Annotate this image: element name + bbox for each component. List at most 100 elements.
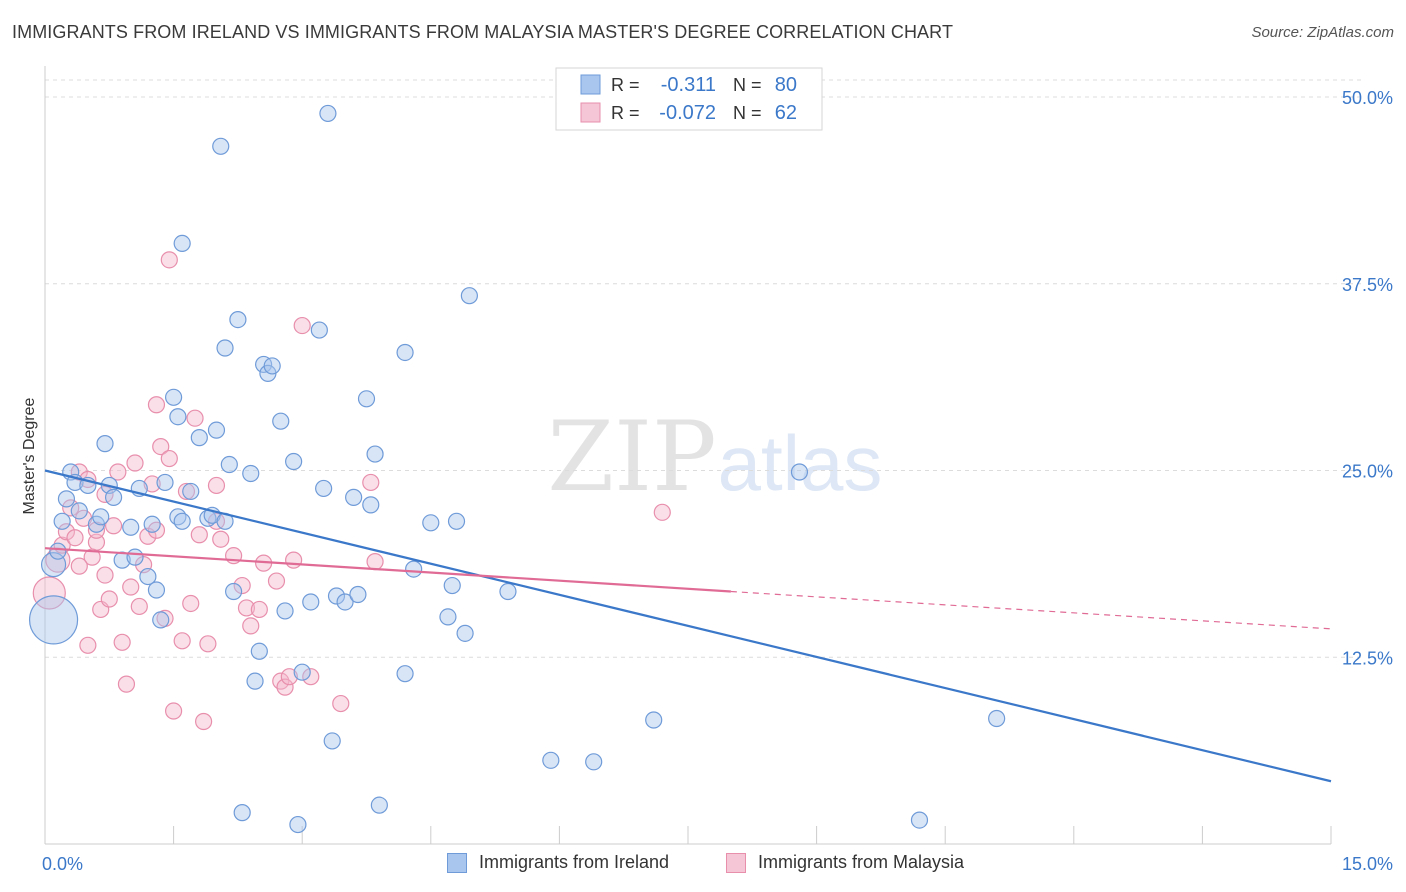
malaysia-point-57: [653, 503, 671, 521]
legend-swatch-ireland-bottom: [447, 852, 467, 873]
ireland-point-20: [147, 581, 166, 599]
trend-line-ireland: [44, 469, 1332, 783]
ireland-point-22: [156, 473, 174, 492]
ireland-point-73: [499, 582, 517, 601]
ireland-point-15: [122, 518, 140, 536]
legend-n-label-1: N =: [733, 75, 762, 95]
y-tick-label-1: 25.0%: [1342, 462, 1393, 482]
series-ireland-points: [28, 104, 1006, 834]
chart-title: IMMIGRANTS FROM IRELAND VS IMMIGRANTS FR…: [12, 22, 954, 42]
malaysia-point-17: [109, 463, 127, 481]
series-malaysia-points: [32, 251, 671, 731]
ireland-point-41: [246, 672, 264, 690]
ireland-point-16: [126, 548, 144, 566]
y-axis-label: Master's Degree: [21, 397, 38, 514]
ireland-point-65: [396, 343, 414, 362]
ireland-point-37: [225, 582, 243, 601]
legend-n-value-1: 80: [775, 74, 797, 96]
ireland-point-39: [233, 804, 251, 822]
ireland-point-74: [542, 751, 560, 769]
malaysia-point-22: [130, 597, 148, 616]
malaysia-point-51: [285, 551, 303, 569]
malaysia-point-61: [70, 557, 88, 575]
ireland-point-56: [327, 587, 346, 605]
ireland-point-75: [585, 753, 603, 771]
ireland-point-46: [272, 412, 290, 430]
legend-label-ireland: Immigrants from Ireland: [479, 852, 670, 872]
legend-swatch-ireland: [580, 74, 601, 95]
malaysia-point-54: [332, 694, 350, 713]
ireland-point-35: [216, 339, 234, 357]
ireland-point-10: [92, 508, 110, 526]
malaysia-point-42: [233, 576, 251, 595]
ireland-point-42: [250, 642, 268, 660]
malaysia-point-21: [126, 454, 144, 472]
y-tick-label-0: 12.5%: [1342, 648, 1393, 668]
malaysia-point-30: [160, 251, 178, 269]
ireland-point-27: [173, 512, 191, 530]
ireland-point-3: [53, 512, 71, 530]
malaysia-point-33: [177, 482, 196, 501]
ireland-point-24: [169, 408, 187, 426]
ireland-point-0: [28, 595, 79, 645]
ireland-point-71: [456, 624, 474, 642]
y-tick-labels: 12.5% 25.0% 37.5% 50.0%: [1342, 88, 1393, 668]
y-tick-label-2: 37.5%: [1342, 275, 1393, 295]
ireland-point-69: [443, 576, 461, 595]
malaysia-point-56: [366, 553, 384, 571]
trend-lines: [44, 469, 1332, 783]
malaysia-point-40: [212, 530, 230, 548]
watermark-atlas: atlas: [718, 419, 883, 507]
legend-n-value-2: 62: [775, 102, 797, 124]
ireland-point-63: [370, 796, 388, 814]
legend-r-value-2: -0.072: [659, 102, 716, 124]
axes: [44, 66, 1332, 845]
malaysia-point-29: [160, 449, 178, 468]
y-tick-label-3: 50.0%: [1342, 88, 1393, 108]
bottom-legend: Immigrants from Ireland Immigrants from …: [0, 852, 1406, 880]
legend-label-malaysia: Immigrants from Malaysia: [758, 852, 965, 872]
ireland-point-34: [212, 137, 230, 155]
gridlines: [45, 79, 1361, 658]
ireland-point-51: [302, 593, 320, 611]
source-label: Source: ZipAtlas.com: [1251, 24, 1394, 41]
ireland-point-7: [70, 502, 88, 520]
ireland-point-50: [293, 663, 311, 681]
ireland-point-38: [229, 311, 247, 329]
malaysia-point-15: [100, 590, 118, 608]
malaysia-point-49: [276, 678, 294, 696]
malaysia-point-25: [143, 475, 161, 493]
ireland-point-68: [439, 608, 457, 626]
malaysia-point-43: [237, 599, 256, 617]
malaysia-point-44: [242, 617, 260, 635]
malaysia-point-47: [267, 572, 286, 590]
ireland-point-58: [345, 488, 363, 506]
ireland-point-40: [242, 464, 260, 483]
legend-item-ireland: Immigrants from Ireland: [447, 852, 669, 873]
ireland-point-53: [315, 479, 333, 498]
ireland-point-49: [289, 815, 307, 834]
ireland-point-47: [276, 602, 294, 620]
malaysia-point-32: [173, 632, 191, 650]
ireland-point-54: [319, 104, 337, 123]
malaysia-point-9: [79, 636, 97, 654]
ireland-point-57: [336, 593, 354, 611]
watermark-zip: ZIP: [547, 401, 716, 513]
ireland-point-29: [190, 429, 208, 447]
legend-item-malaysia: Immigrants from Malaysia: [726, 852, 964, 873]
trend-line-malaysia-extension: [730, 590, 1332, 630]
malaysia-point-45: [250, 600, 268, 619]
ireland-point-26: [173, 234, 191, 253]
ireland-point-11: [96, 435, 114, 453]
malaysia-point-34: [182, 594, 200, 613]
malaysia-point-52: [293, 316, 311, 335]
ireland-point-36: [220, 455, 238, 474]
ireland-point-2: [49, 542, 67, 560]
malaysia-point-55: [362, 473, 380, 492]
malaysia-point-26: [147, 396, 166, 414]
malaysia-point-58: [83, 548, 101, 566]
legend-swatch-malaysia-bottom: [726, 852, 746, 873]
ireland-point-59: [349, 585, 367, 604]
legend-swatch-malaysia: [580, 102, 601, 123]
malaysia-point-50: [280, 668, 298, 686]
